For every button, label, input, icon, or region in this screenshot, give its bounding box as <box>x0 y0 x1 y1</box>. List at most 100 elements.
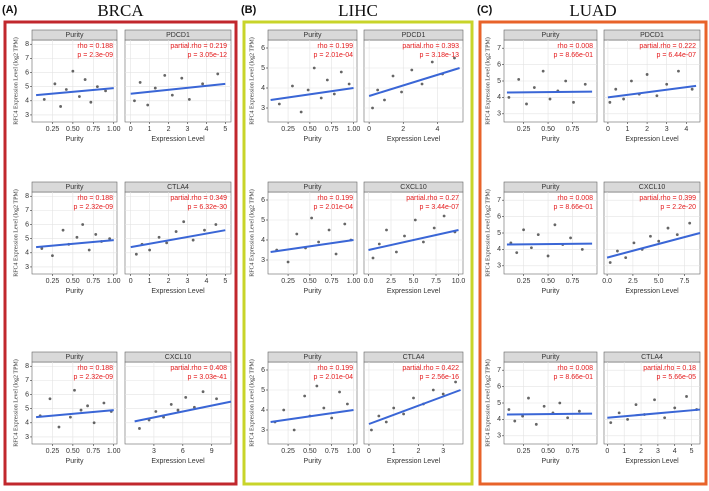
x-tick-label: 1.00 <box>347 126 361 133</box>
panel-border <box>478 20 708 486</box>
plot-background <box>267 39 358 123</box>
strip <box>503 181 598 193</box>
y-tick-label: 3 <box>497 433 501 440</box>
y-tick-label: 5 <box>25 83 29 90</box>
point <box>87 248 91 252</box>
annotation: p = 6.44e-07 <box>656 52 696 59</box>
x-axis-label: Expression Level <box>387 288 441 295</box>
strip-title: Purity <box>304 32 322 39</box>
point <box>422 240 425 244</box>
point <box>432 226 436 230</box>
y-tick-label: 8 <box>25 41 29 48</box>
point <box>187 97 191 101</box>
strip <box>31 351 118 363</box>
x-tick-label: 2 <box>639 448 643 455</box>
x-tick-label: 0.50 <box>541 278 555 285</box>
y-tick-label: 6 <box>25 221 29 228</box>
annotation: rho = 0.199 <box>317 365 353 372</box>
point <box>412 396 415 400</box>
strip <box>124 351 232 363</box>
x-tick-label: 1.00 <box>107 278 121 285</box>
point <box>71 69 75 73</box>
point <box>317 240 321 244</box>
annotation: p = 2.01e-04 <box>313 52 353 59</box>
y-tick-label: 5 <box>497 78 501 85</box>
y-tick-label: 3 <box>261 427 265 434</box>
y-axis-label: RFC4 Expression Level (log2 TPM) <box>484 37 491 125</box>
point <box>53 82 57 86</box>
x-tick-label: 0.25 <box>46 126 60 133</box>
x-tick-label: 4 <box>684 126 688 133</box>
point <box>64 88 68 91</box>
x-tick-label: 0.0 <box>364 278 374 285</box>
x-tick-label: 1 <box>392 448 396 455</box>
y-axis-label: RFC4 Expression Level (log2 TPM) <box>484 189 491 277</box>
annotation: p = 3.18e-13 <box>419 52 459 59</box>
point <box>377 242 381 246</box>
point <box>673 406 677 410</box>
annotation: p = 3.05e-12 <box>187 52 227 59</box>
point <box>322 406 326 410</box>
x-tick-label: 0 <box>606 126 610 133</box>
annotation: partial.rho = 0.408 <box>170 365 227 372</box>
point <box>522 228 525 232</box>
y-tick-label: 4 <box>497 246 501 253</box>
x-tick-label: 0.50 <box>303 278 317 285</box>
y-tick-label: 5 <box>497 230 501 237</box>
strip-title: Purity <box>66 32 84 39</box>
y-tick-label: 4 <box>25 98 29 105</box>
point <box>645 73 649 76</box>
x-tick-label: 2.5 <box>386 278 396 285</box>
point <box>214 223 218 226</box>
fit-line <box>35 239 114 249</box>
plot-background <box>31 191 118 275</box>
point <box>370 428 373 432</box>
point <box>176 408 180 412</box>
fit-line <box>368 389 461 425</box>
y-tick-label: 4 <box>497 94 501 101</box>
point <box>507 408 511 411</box>
strip-title: PDCD1 <box>640 32 664 39</box>
point <box>148 248 152 252</box>
x-tick-label: 7.5 <box>431 278 441 285</box>
plot-background <box>124 361 232 445</box>
annotation: rho = 0.008 <box>557 43 593 50</box>
x-tick-label: 4 <box>204 126 208 133</box>
y-tick-label: 5 <box>261 65 265 72</box>
x-tick-label: 0.0 <box>602 278 612 285</box>
strip-title: CTLA4 <box>403 354 425 361</box>
x-tick-label: 0.50 <box>303 126 317 133</box>
point <box>525 102 528 106</box>
fit-line <box>270 239 354 253</box>
point <box>73 388 76 392</box>
strip <box>267 181 358 193</box>
strip-title: Purity <box>66 354 84 361</box>
point <box>42 97 46 101</box>
strip-title: Purity <box>542 354 560 361</box>
point <box>165 241 169 245</box>
y-tick-label: 5 <box>25 235 29 242</box>
point <box>402 412 405 416</box>
x-tick-label: 2 <box>167 278 171 285</box>
x-tick-label: 0.25 <box>517 278 531 285</box>
point <box>146 103 150 107</box>
point <box>655 94 659 98</box>
point <box>104 89 107 93</box>
x-tick-label: 0.25 <box>517 126 531 133</box>
annotation: rho = 0.188 <box>77 195 113 202</box>
fit-line <box>270 409 354 423</box>
strip <box>363 351 464 363</box>
plot-background <box>363 361 464 445</box>
y-tick-label: 3 <box>261 257 265 264</box>
panel-label: (C) <box>477 4 493 16</box>
x-axis-label: Purity <box>542 288 560 295</box>
strip-title: CTLA4 <box>167 184 189 191</box>
point <box>303 394 307 398</box>
annotation: p = 2.01e-04 <box>313 204 353 211</box>
strip <box>603 181 701 193</box>
point <box>622 97 625 101</box>
annotation: p = 2.32e-09 <box>73 204 113 211</box>
strip <box>124 181 232 193</box>
x-tick-label: 1 <box>148 278 152 285</box>
point <box>277 102 281 106</box>
